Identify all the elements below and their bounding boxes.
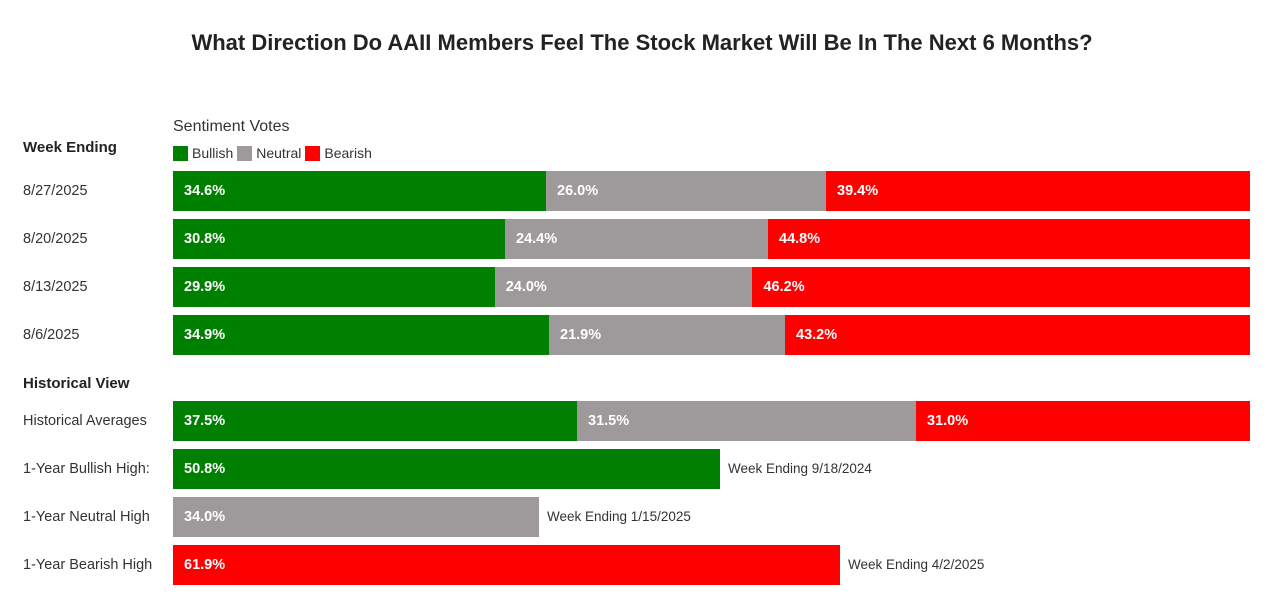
row-label-week-0: 8/27/2025 [23, 183, 88, 199]
bar-segment-neutral: 26.0% [546, 171, 826, 211]
legend-title: Sentiment Votes [173, 118, 290, 135]
legend-label-neutral: Neutral [256, 145, 302, 161]
bar-segment-bearish: 61.9% [173, 545, 840, 585]
bar-segment-bullish: 50.8% [173, 449, 720, 489]
bar-segment-bearish: 39.4% [826, 171, 1250, 211]
bar-segment-bearish: 31.0% [916, 401, 1250, 441]
legend-label-bullish: Bullish [192, 145, 234, 161]
bar-segment-bullish: 34.6% [173, 171, 546, 211]
bar-segment-bullish: 34.9% [173, 315, 549, 355]
week-ending-note: Week Ending 9/18/2024 [728, 461, 872, 476]
week-ending-note: Week Ending 4/2/2025 [848, 557, 985, 572]
bar-segment-bullish: 37.5% [173, 401, 577, 441]
legend-swatch-bullish [173, 145, 188, 161]
historical-view-header: Historical View [23, 375, 130, 392]
bar-row-week-0: 34.6% 26.0% 39.4% [173, 171, 1250, 211]
row-label-week-1: 8/20/2025 [23, 231, 88, 247]
row-label-historical-2: 1-Year Neutral High [23, 509, 150, 525]
row-label-week-2: 8/13/2025 [23, 279, 88, 295]
bar-segment-bullish: 30.8% [173, 219, 505, 259]
row-label-historical-0: Historical Averages [23, 413, 147, 429]
bar-row-week-1: 30.8% 24.4% 44.8% [173, 219, 1250, 259]
bar-segment-bearish: 43.2% [785, 315, 1250, 355]
legend-item-neutral: Neutral [237, 145, 301, 161]
legend-item-bearish: Bearish [305, 145, 372, 161]
bar-row-week-2: 29.9% 24.0% 46.2% [173, 267, 1250, 307]
bar-segment-neutral: 31.5% [577, 401, 916, 441]
bar-segment-bearish: 44.8% [768, 219, 1250, 259]
bar-row-historical-1: 50.8% [173, 449, 1250, 489]
bar-row-week-3: 34.9% 21.9% 43.2% [173, 315, 1250, 355]
legend-item-bullish: Bullish [173, 145, 233, 161]
bar-segment-bullish: 29.9% [173, 267, 495, 307]
bar-row-historical-0: 37.5% 31.5% 31.0% [173, 401, 1250, 441]
legend-swatch-neutral [237, 145, 253, 161]
bar-row-historical-3: 61.9% [173, 545, 1250, 585]
week-ending-header: Week Ending [23, 139, 117, 156]
legend-label-bearish: Bearish [324, 145, 372, 161]
legend: Bullish Neutral Bearish [173, 145, 376, 161]
chart-title: What Direction Do AAII Members Feel The … [191, 30, 1093, 55]
row-label-historical-1: 1-Year Bullish High: [23, 461, 150, 477]
bar-segment-neutral: 34.0% [173, 497, 539, 537]
bar-row-historical-2: 34.0% [173, 497, 1250, 537]
row-label-historical-3: 1-Year Bearish High [23, 557, 153, 573]
bar-segment-neutral: 24.4% [505, 219, 768, 259]
bar-segment-neutral: 21.9% [549, 315, 785, 355]
legend-swatch-bearish [305, 145, 321, 161]
bar-segment-bearish: 46.2% [752, 267, 1250, 307]
row-label-week-3: 8/6/2025 [23, 327, 80, 343]
week-ending-note: Week Ending 1/15/2025 [547, 509, 691, 524]
bar-segment-neutral: 24.0% [494, 267, 753, 307]
